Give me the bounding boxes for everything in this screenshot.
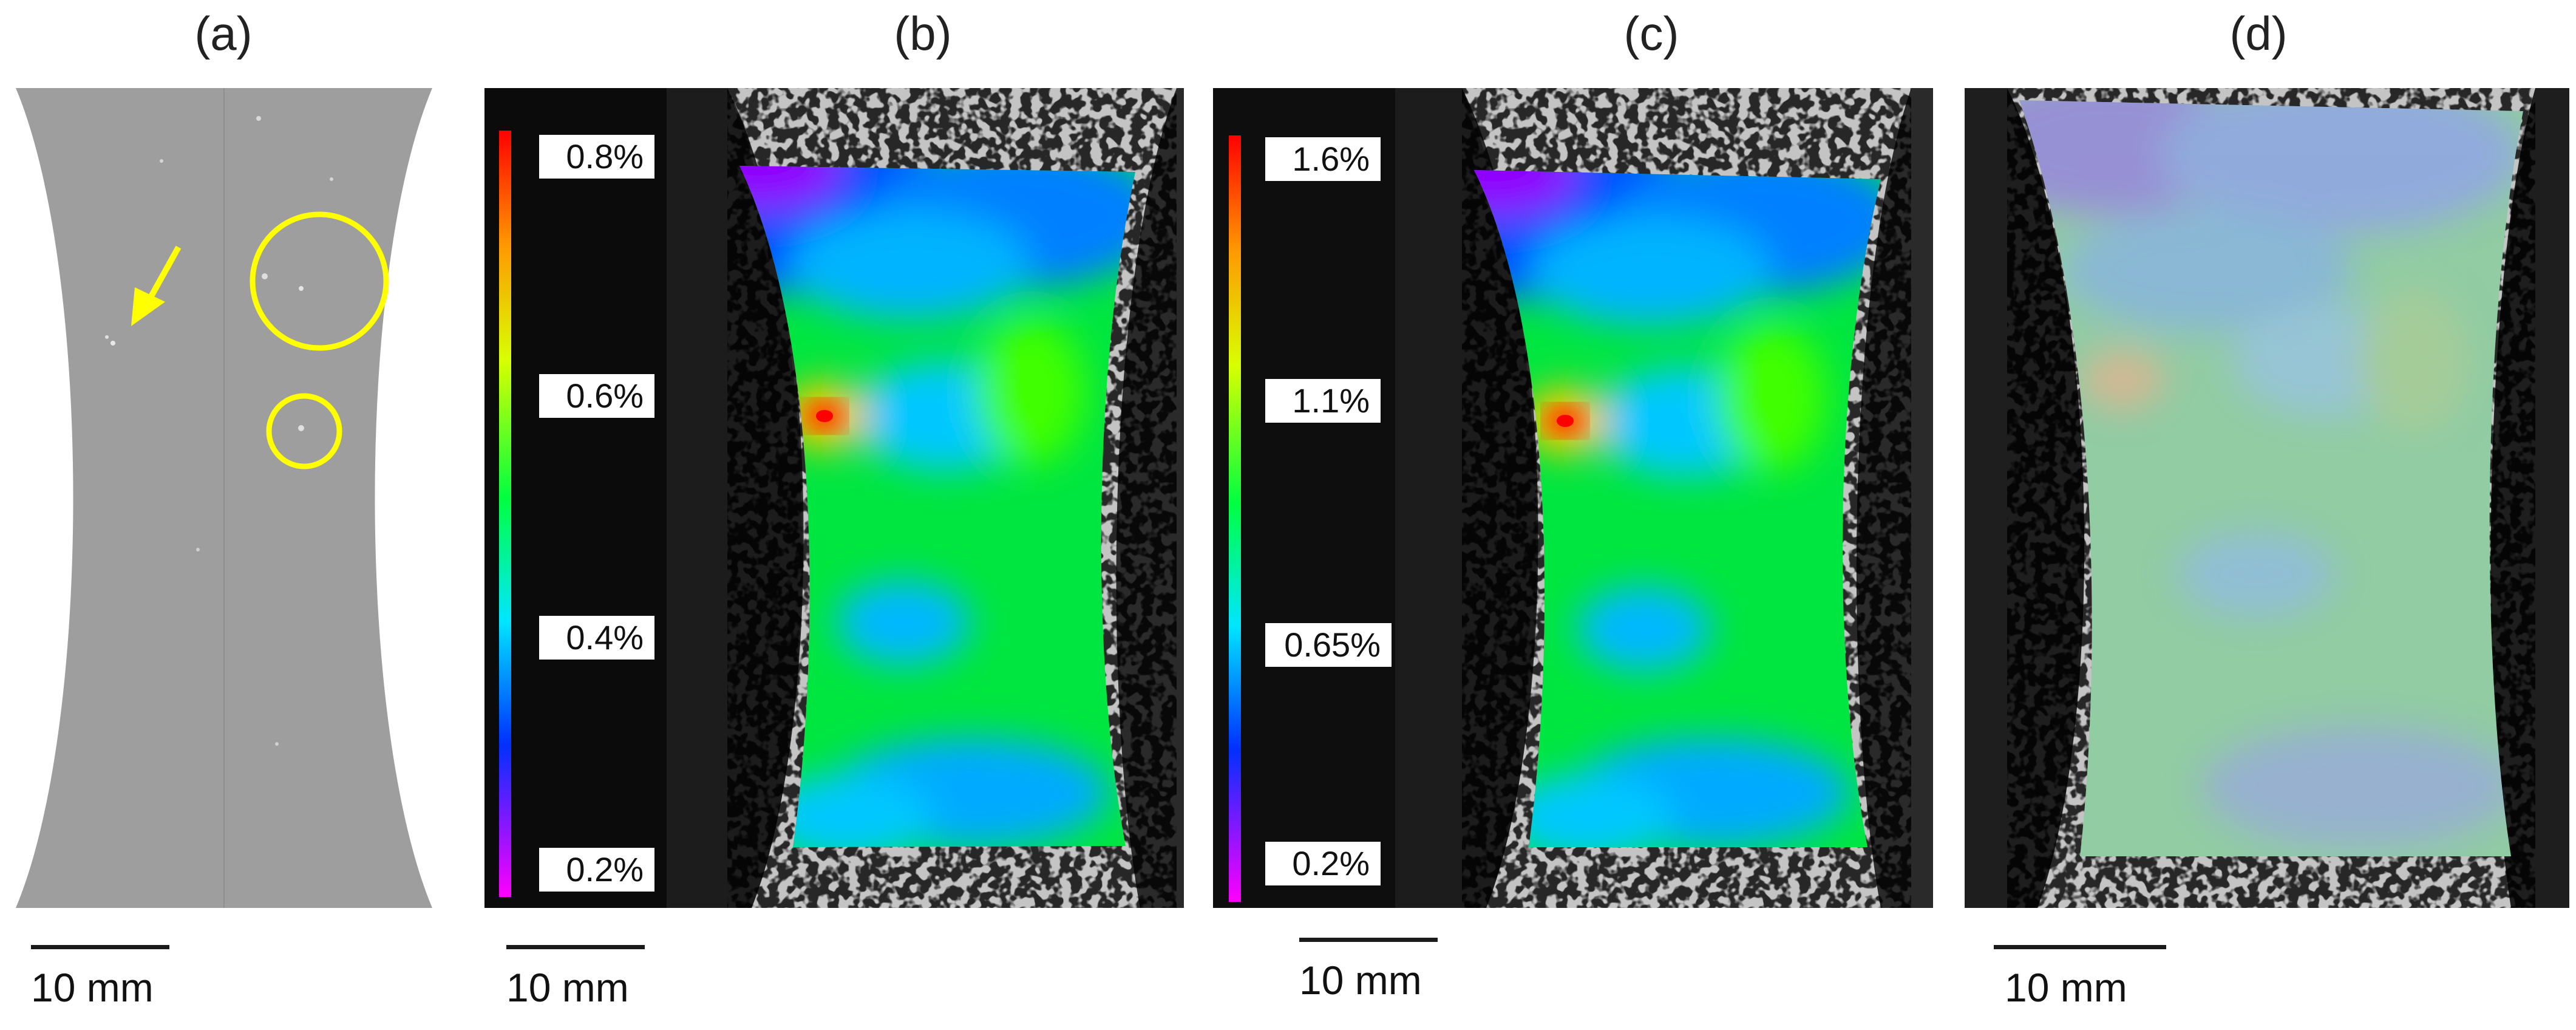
specimen-photo-a (16, 88, 432, 908)
panel-c-label: (c) (1623, 7, 1679, 60)
colorbar-label: 0.4% (539, 616, 654, 660)
annotation-arrow (131, 245, 182, 326)
panel-b-label: (b) (894, 7, 952, 60)
colorbar-label: 1.1% (1265, 379, 1381, 423)
overlay-photo-d (1965, 88, 2569, 908)
scale-bar-label: 10 mm (1299, 958, 1422, 1003)
colorbar-label: 0.6% (539, 374, 654, 418)
annotation-circle-small (266, 393, 342, 469)
panel-a-label: (a) (194, 7, 253, 60)
strain-map-b (484, 88, 1184, 908)
annotation-circle-large (250, 211, 389, 351)
strain-map-c (1213, 88, 1933, 908)
colorbar-label: 0.2% (539, 848, 654, 892)
colorbar-label: 0.2% (1265, 842, 1381, 885)
colorbar-label: 1.6% (1265, 137, 1381, 181)
colorbar-label: 0.8% (539, 135, 654, 179)
scale-bar-label: 10 mm (2005, 965, 2127, 1010)
colorbar-label: 0.65% (1265, 623, 1392, 667)
scale-bar-label: 10 mm (31, 965, 154, 1010)
panel-d-label: (d) (2229, 7, 2288, 60)
scale-bar-label: 10 mm (506, 965, 629, 1010)
